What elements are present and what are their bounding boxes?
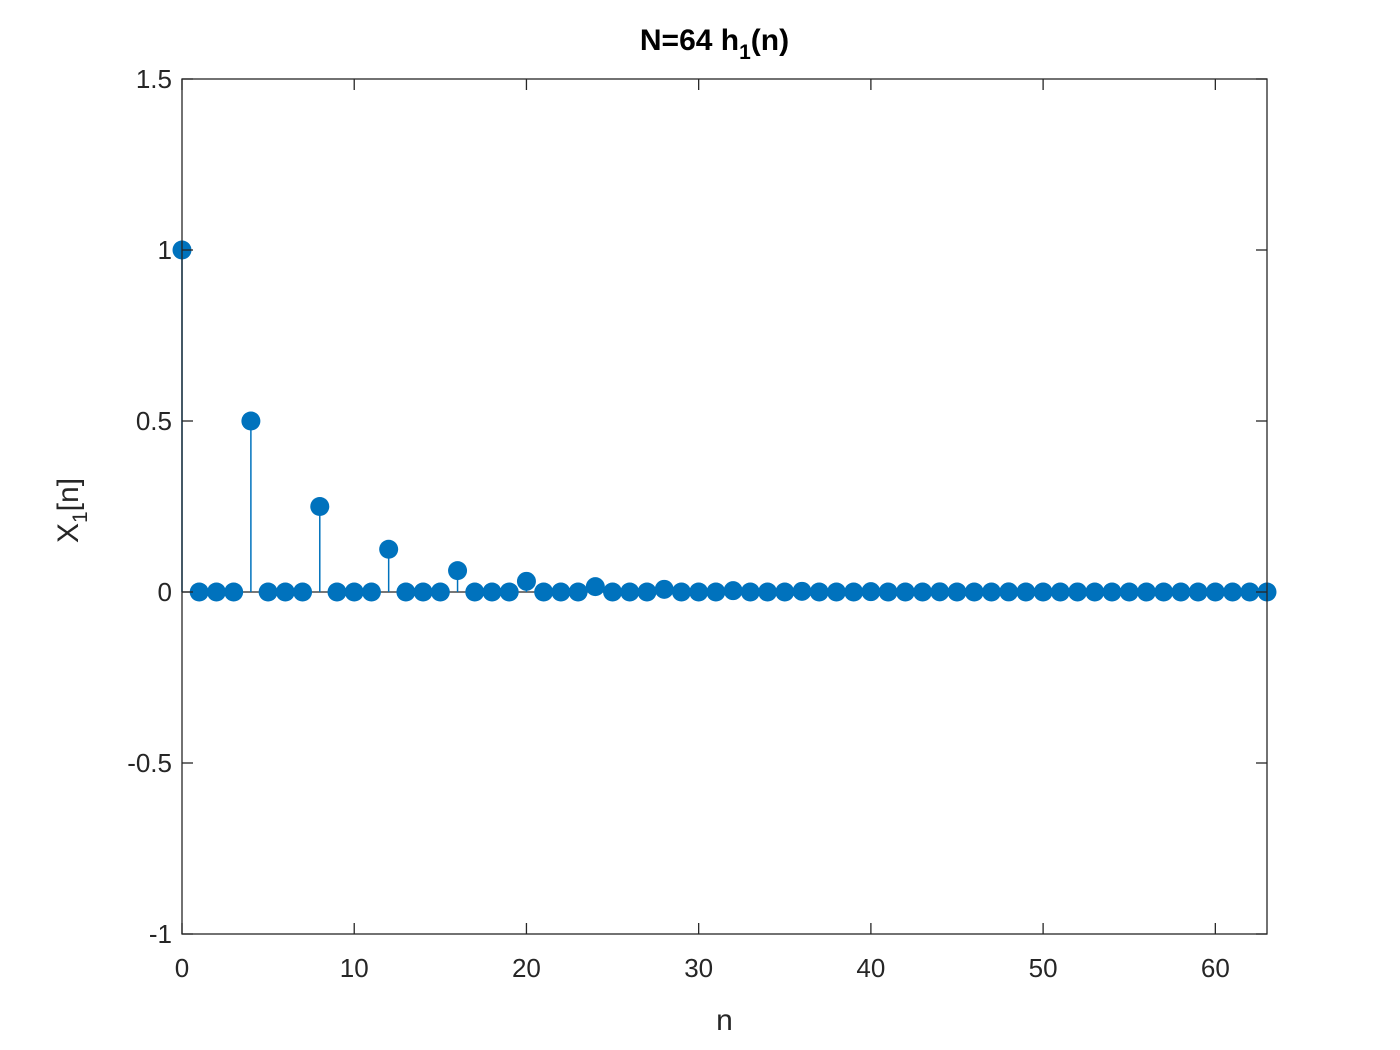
y-axis-label: X1[n] xyxy=(52,478,92,543)
stem-marker xyxy=(1136,582,1156,602)
stem-marker xyxy=(1102,582,1122,602)
stem-marker xyxy=(1205,582,1225,602)
stem-marker xyxy=(516,571,536,591)
y-tick-label: -0.5 xyxy=(127,748,172,778)
markers-layer xyxy=(172,240,1277,602)
stem-marker xyxy=(603,582,623,602)
y-tick-label: 0.5 xyxy=(136,406,172,436)
stem-marker xyxy=(775,582,795,602)
stem-marker xyxy=(895,582,915,602)
stem-marker xyxy=(1171,582,1191,602)
stem-marker xyxy=(396,582,416,602)
stem-marker xyxy=(1033,582,1053,602)
stem-marker xyxy=(379,539,399,559)
stem-marker xyxy=(585,577,605,597)
stem-marker xyxy=(1068,582,1088,602)
x-tick-label: 50 xyxy=(1029,953,1058,983)
stem-marker xyxy=(1085,582,1105,602)
stem-marker xyxy=(482,582,502,602)
x-axis-label: n xyxy=(716,1004,733,1037)
stem-marker xyxy=(758,582,778,602)
stem-marker xyxy=(981,582,1001,602)
stem-marker xyxy=(706,582,726,602)
stem-marker xyxy=(723,581,743,601)
y-tick-label: 1 xyxy=(158,235,172,265)
stem-marker xyxy=(1223,582,1243,602)
x-tick-label: 60 xyxy=(1201,953,1230,983)
stem-marker xyxy=(861,582,881,602)
stem-marker xyxy=(499,582,519,602)
stem-marker xyxy=(551,582,571,602)
stem-marker xyxy=(1154,582,1174,602)
stem-marker xyxy=(964,582,984,602)
stem-marker xyxy=(809,582,829,602)
stem-marker xyxy=(740,582,760,602)
stem-marker xyxy=(689,582,709,602)
stem-marker xyxy=(1240,582,1260,602)
stem-marker xyxy=(465,582,485,602)
stem-marker xyxy=(1050,582,1070,602)
y-axis-label-main: X xyxy=(52,523,85,543)
stem-marker xyxy=(826,582,846,602)
stem-marker xyxy=(947,582,967,602)
stem-marker xyxy=(241,411,261,431)
stem-marker xyxy=(913,582,933,602)
stem-marker xyxy=(361,582,381,602)
chart-title: N=64 h1(n) xyxy=(640,24,789,64)
stem-marker xyxy=(534,582,554,602)
stem-marker xyxy=(792,581,812,601)
stem-marker xyxy=(568,582,588,602)
stem-marker xyxy=(189,582,209,602)
stem-marker xyxy=(930,582,950,602)
y-tick-label: 1.5 xyxy=(136,64,172,94)
stem-marker xyxy=(844,582,864,602)
x-tick-label: 10 xyxy=(340,953,369,983)
stem-marker xyxy=(654,579,674,599)
stem-marker xyxy=(413,582,433,602)
stem-marker xyxy=(448,561,468,581)
stem-marker xyxy=(671,582,691,602)
stem-marker xyxy=(293,582,313,602)
stem-marker xyxy=(224,582,244,602)
stem-marker xyxy=(258,582,278,602)
stem-marker xyxy=(310,497,330,516)
chart-title-suffix: (n) xyxy=(751,24,789,57)
y-tick-labels: -1 -0.5 0 0.5 1 1.5 xyxy=(127,64,172,949)
stem-marker xyxy=(275,582,295,602)
y-axis-label-suffix: [n] xyxy=(52,478,85,511)
y-axis-label-subscript: 1 xyxy=(69,511,92,523)
ticks-layer xyxy=(181,78,1267,935)
y-tick-label: 0 xyxy=(158,577,172,607)
chart-title-main: N=64 h xyxy=(640,24,739,57)
x-tick-label: 40 xyxy=(856,953,885,983)
stem-marker xyxy=(999,582,1019,602)
stem-marker xyxy=(1119,582,1139,602)
stem-marker xyxy=(620,582,640,602)
stem-marker xyxy=(206,582,226,602)
stem-marker xyxy=(327,582,347,602)
axes-box xyxy=(181,78,1268,935)
x-tick-label: 30 xyxy=(684,953,713,983)
stem-marker xyxy=(1188,582,1208,602)
stem-marker xyxy=(1016,582,1036,602)
stem-marker xyxy=(637,582,657,602)
x-tick-label: 0 xyxy=(175,953,189,983)
stem-marker xyxy=(430,582,450,602)
x-tick-labels: 0 10 20 30 40 50 60 xyxy=(175,953,1230,983)
stem-marker xyxy=(344,582,364,602)
plot-area xyxy=(182,79,1267,934)
stem-marker xyxy=(878,582,898,602)
y-tick-label: -1 xyxy=(149,919,172,949)
chart-title-subscript: 1 xyxy=(739,41,751,64)
x-tick-label: 20 xyxy=(512,953,541,983)
